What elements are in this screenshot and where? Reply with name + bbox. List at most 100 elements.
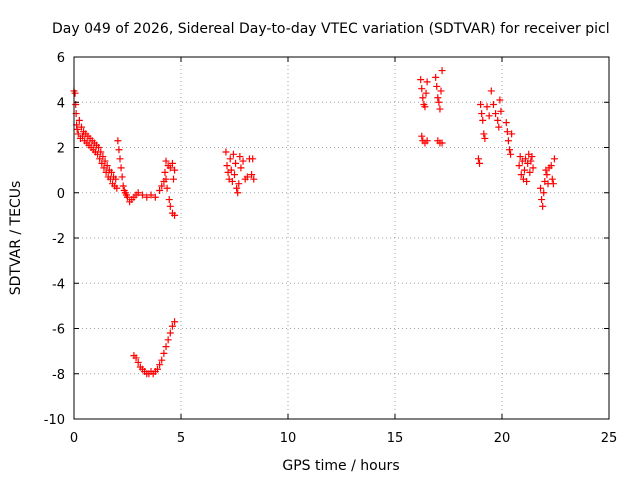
data-point bbox=[248, 171, 256, 179]
data-point bbox=[97, 148, 105, 156]
data-point bbox=[516, 153, 524, 161]
data-point bbox=[423, 78, 431, 86]
data-point bbox=[165, 196, 173, 204]
data-point bbox=[503, 128, 511, 136]
data-point bbox=[231, 171, 238, 179]
series-negative-excursion bbox=[130, 318, 179, 378]
data-point bbox=[233, 184, 241, 192]
data-point bbox=[171, 166, 179, 174]
data-point bbox=[495, 123, 503, 131]
data-point bbox=[235, 180, 243, 188]
data-point bbox=[538, 196, 546, 204]
data-point bbox=[529, 164, 537, 172]
data-point bbox=[138, 191, 146, 199]
data-point bbox=[114, 137, 122, 145]
data-point bbox=[496, 96, 504, 104]
data-point bbox=[537, 184, 545, 192]
data-point bbox=[487, 87, 495, 95]
data-point bbox=[229, 150, 237, 158]
data-point bbox=[438, 67, 446, 75]
y-tick-label: 4 bbox=[57, 96, 65, 111]
data-point bbox=[162, 175, 170, 183]
y-tick-label: -4 bbox=[52, 277, 65, 292]
series-afternoon-cluster-16h bbox=[417, 67, 446, 147]
data-point bbox=[75, 116, 83, 124]
x-tick-label: 20 bbox=[494, 431, 511, 446]
data-point bbox=[162, 343, 170, 351]
data-point bbox=[522, 155, 530, 163]
data-point bbox=[237, 164, 245, 172]
data-point bbox=[504, 137, 512, 145]
data-point bbox=[158, 182, 166, 190]
y-axis-label: SDTVAR / TECUs bbox=[8, 181, 24, 296]
data-point bbox=[423, 137, 431, 145]
data-point bbox=[115, 146, 123, 154]
data-point bbox=[438, 139, 446, 147]
data-point bbox=[543, 171, 551, 179]
data-point bbox=[73, 125, 81, 133]
data-point bbox=[156, 361, 164, 369]
data-point bbox=[226, 155, 234, 163]
data-point bbox=[419, 94, 427, 102]
data-point bbox=[222, 148, 230, 156]
data-point bbox=[158, 356, 166, 364]
data-point bbox=[171, 318, 179, 326]
data-point bbox=[107, 168, 115, 176]
data-point bbox=[478, 110, 486, 118]
data-point bbox=[164, 336, 172, 344]
data-points bbox=[70, 67, 558, 378]
data-point bbox=[494, 116, 502, 124]
series-evening-cluster-19h bbox=[474, 87, 516, 167]
data-point bbox=[143, 193, 151, 201]
data-point bbox=[243, 173, 251, 181]
data-point bbox=[433, 82, 441, 90]
x-tick-label: 10 bbox=[280, 431, 297, 446]
data-point bbox=[505, 146, 513, 154]
data-point bbox=[437, 87, 445, 95]
data-point bbox=[124, 193, 131, 201]
data-point bbox=[481, 134, 489, 142]
data-point bbox=[228, 177, 236, 185]
data-point bbox=[161, 168, 169, 176]
data-point bbox=[515, 162, 523, 170]
data-point bbox=[113, 184, 121, 192]
data-point bbox=[432, 73, 440, 81]
data-point bbox=[418, 85, 426, 93]
x-tick-label: 5 bbox=[177, 431, 185, 446]
data-point bbox=[479, 116, 487, 124]
data-point bbox=[117, 164, 125, 172]
data-point bbox=[502, 119, 510, 127]
data-point bbox=[528, 153, 536, 161]
y-tick-label: -10 bbox=[44, 413, 65, 428]
data-point bbox=[477, 101, 485, 109]
data-point bbox=[151, 193, 159, 201]
data-point bbox=[232, 159, 240, 167]
data-point bbox=[103, 162, 111, 170]
data-point bbox=[227, 166, 235, 174]
y-tick-label: 2 bbox=[57, 142, 65, 157]
data-point bbox=[492, 110, 500, 118]
data-point bbox=[517, 171, 525, 179]
data-point bbox=[234, 189, 242, 197]
data-point bbox=[497, 107, 505, 115]
data-point bbox=[119, 182, 127, 190]
data-point bbox=[489, 101, 497, 109]
data-point bbox=[483, 103, 491, 111]
x-tick-label: 25 bbox=[601, 431, 618, 446]
series-mid-morning-cluster bbox=[222, 148, 258, 197]
y-tick-label: 6 bbox=[57, 51, 65, 66]
y-tick-label: -2 bbox=[52, 232, 65, 247]
data-point bbox=[539, 202, 547, 210]
data-point bbox=[548, 175, 556, 183]
data-point bbox=[550, 155, 558, 163]
data-point bbox=[436, 105, 444, 113]
data-point bbox=[547, 162, 555, 170]
series-early-morning-decline bbox=[70, 87, 179, 219]
data-point bbox=[171, 211, 179, 219]
data-point bbox=[249, 155, 257, 163]
data-point bbox=[99, 153, 107, 161]
data-point bbox=[236, 153, 244, 161]
data-point bbox=[166, 164, 174, 172]
data-point bbox=[168, 322, 176, 330]
